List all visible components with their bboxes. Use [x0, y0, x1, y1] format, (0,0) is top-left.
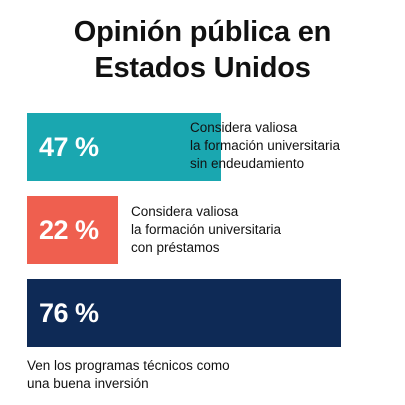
bar-category-label-line: Considera valiosa [190, 120, 298, 135]
bar-category-label-sin-endeudamiento: Considera valiosa la formación universit… [190, 119, 340, 173]
bar-value-label-con-prestamos: 22 % [39, 214, 99, 245]
bar-category-label-line: sin endeudamiento [190, 156, 305, 171]
bar-category-label-line: la formación universitaria [190, 138, 341, 153]
bar-category-label-line: una buena inversión [27, 376, 149, 391]
bar-sin-endeudamiento: 47 % [27, 113, 221, 181]
chart-title: Opinión pública en Estados Unidos [0, 14, 405, 86]
bar-con-prestamos: 22 % [27, 196, 118, 264]
bar-category-label-line: la formación universitaria [131, 222, 282, 237]
bar-category-label-line: con préstamos [131, 240, 220, 255]
bar-programas-tecnicos: 76 % [27, 279, 341, 347]
bar-value-label-sin-endeudamiento: 47 % [39, 131, 99, 162]
chart-title-line-2: Estados Unidos [94, 52, 311, 84]
bar-category-label-line: Considera valiosa [131, 204, 239, 219]
bar-category-label-programas-tecnicos: Ven los programas técnicos como una buen… [27, 357, 230, 393]
bar-category-label-line: Ven los programas técnicos como [27, 358, 230, 373]
chart-title-line-1: Opinión pública en [73, 16, 332, 48]
bar-category-label-con-prestamos: Considera valiosa la formación universit… [131, 203, 281, 257]
bar-value-label-programas-tecnicos: 76 % [39, 297, 99, 328]
